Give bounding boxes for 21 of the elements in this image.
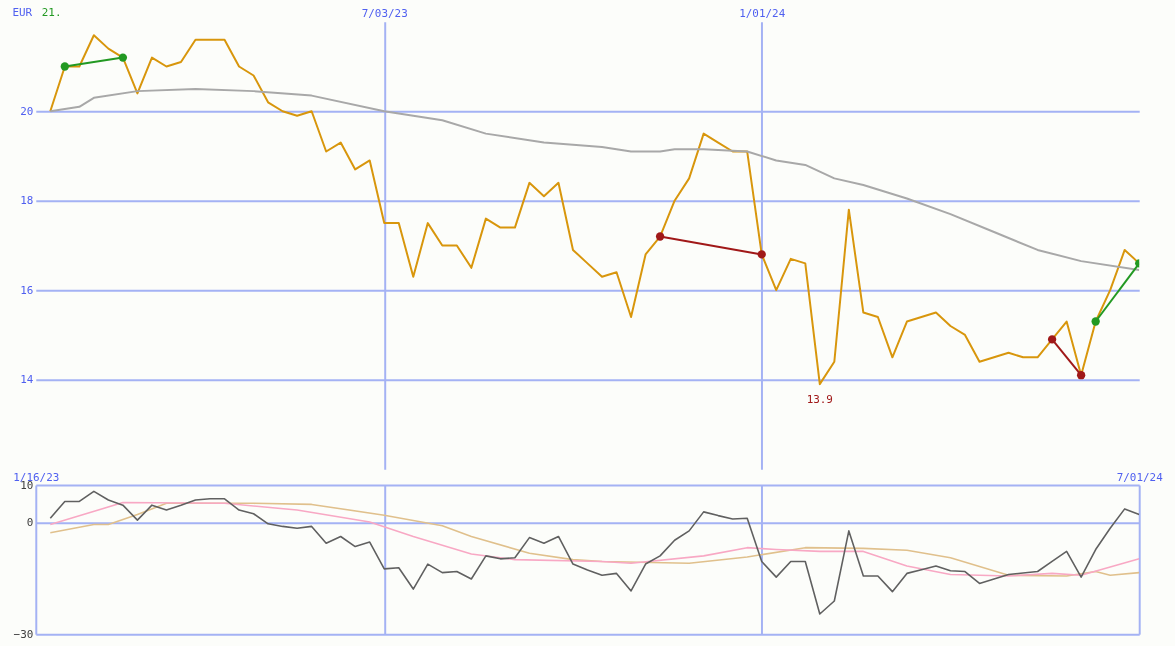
point	[1076, 371, 1086, 380]
point	[1047, 335, 1057, 344]
y-tick-label: −30	[13, 627, 34, 641]
line-series	[49, 490, 1140, 615]
point	[60, 62, 69, 71]
text: 21.	[41, 5, 62, 19]
point	[757, 250, 766, 259]
line-series	[49, 87, 1140, 272]
y-tick-label: 0	[26, 515, 34, 529]
point	[118, 53, 128, 62]
point	[655, 232, 665, 241]
y-axis-title: EUR	[12, 6, 33, 20]
point	[1091, 317, 1100, 326]
y-tick-label: 20	[20, 104, 34, 118]
y-tick-label: 16	[20, 283, 34, 297]
x-tick-label: 7/01/24	[1116, 470, 1164, 484]
annotation: 13.9	[806, 393, 833, 407]
y-tick-label: 14	[20, 373, 34, 387]
y-tick-label: 18	[20, 194, 34, 208]
x-tick-label: 1/01/24	[739, 7, 786, 21]
x-tick-label: 7/03/23	[361, 7, 408, 21]
